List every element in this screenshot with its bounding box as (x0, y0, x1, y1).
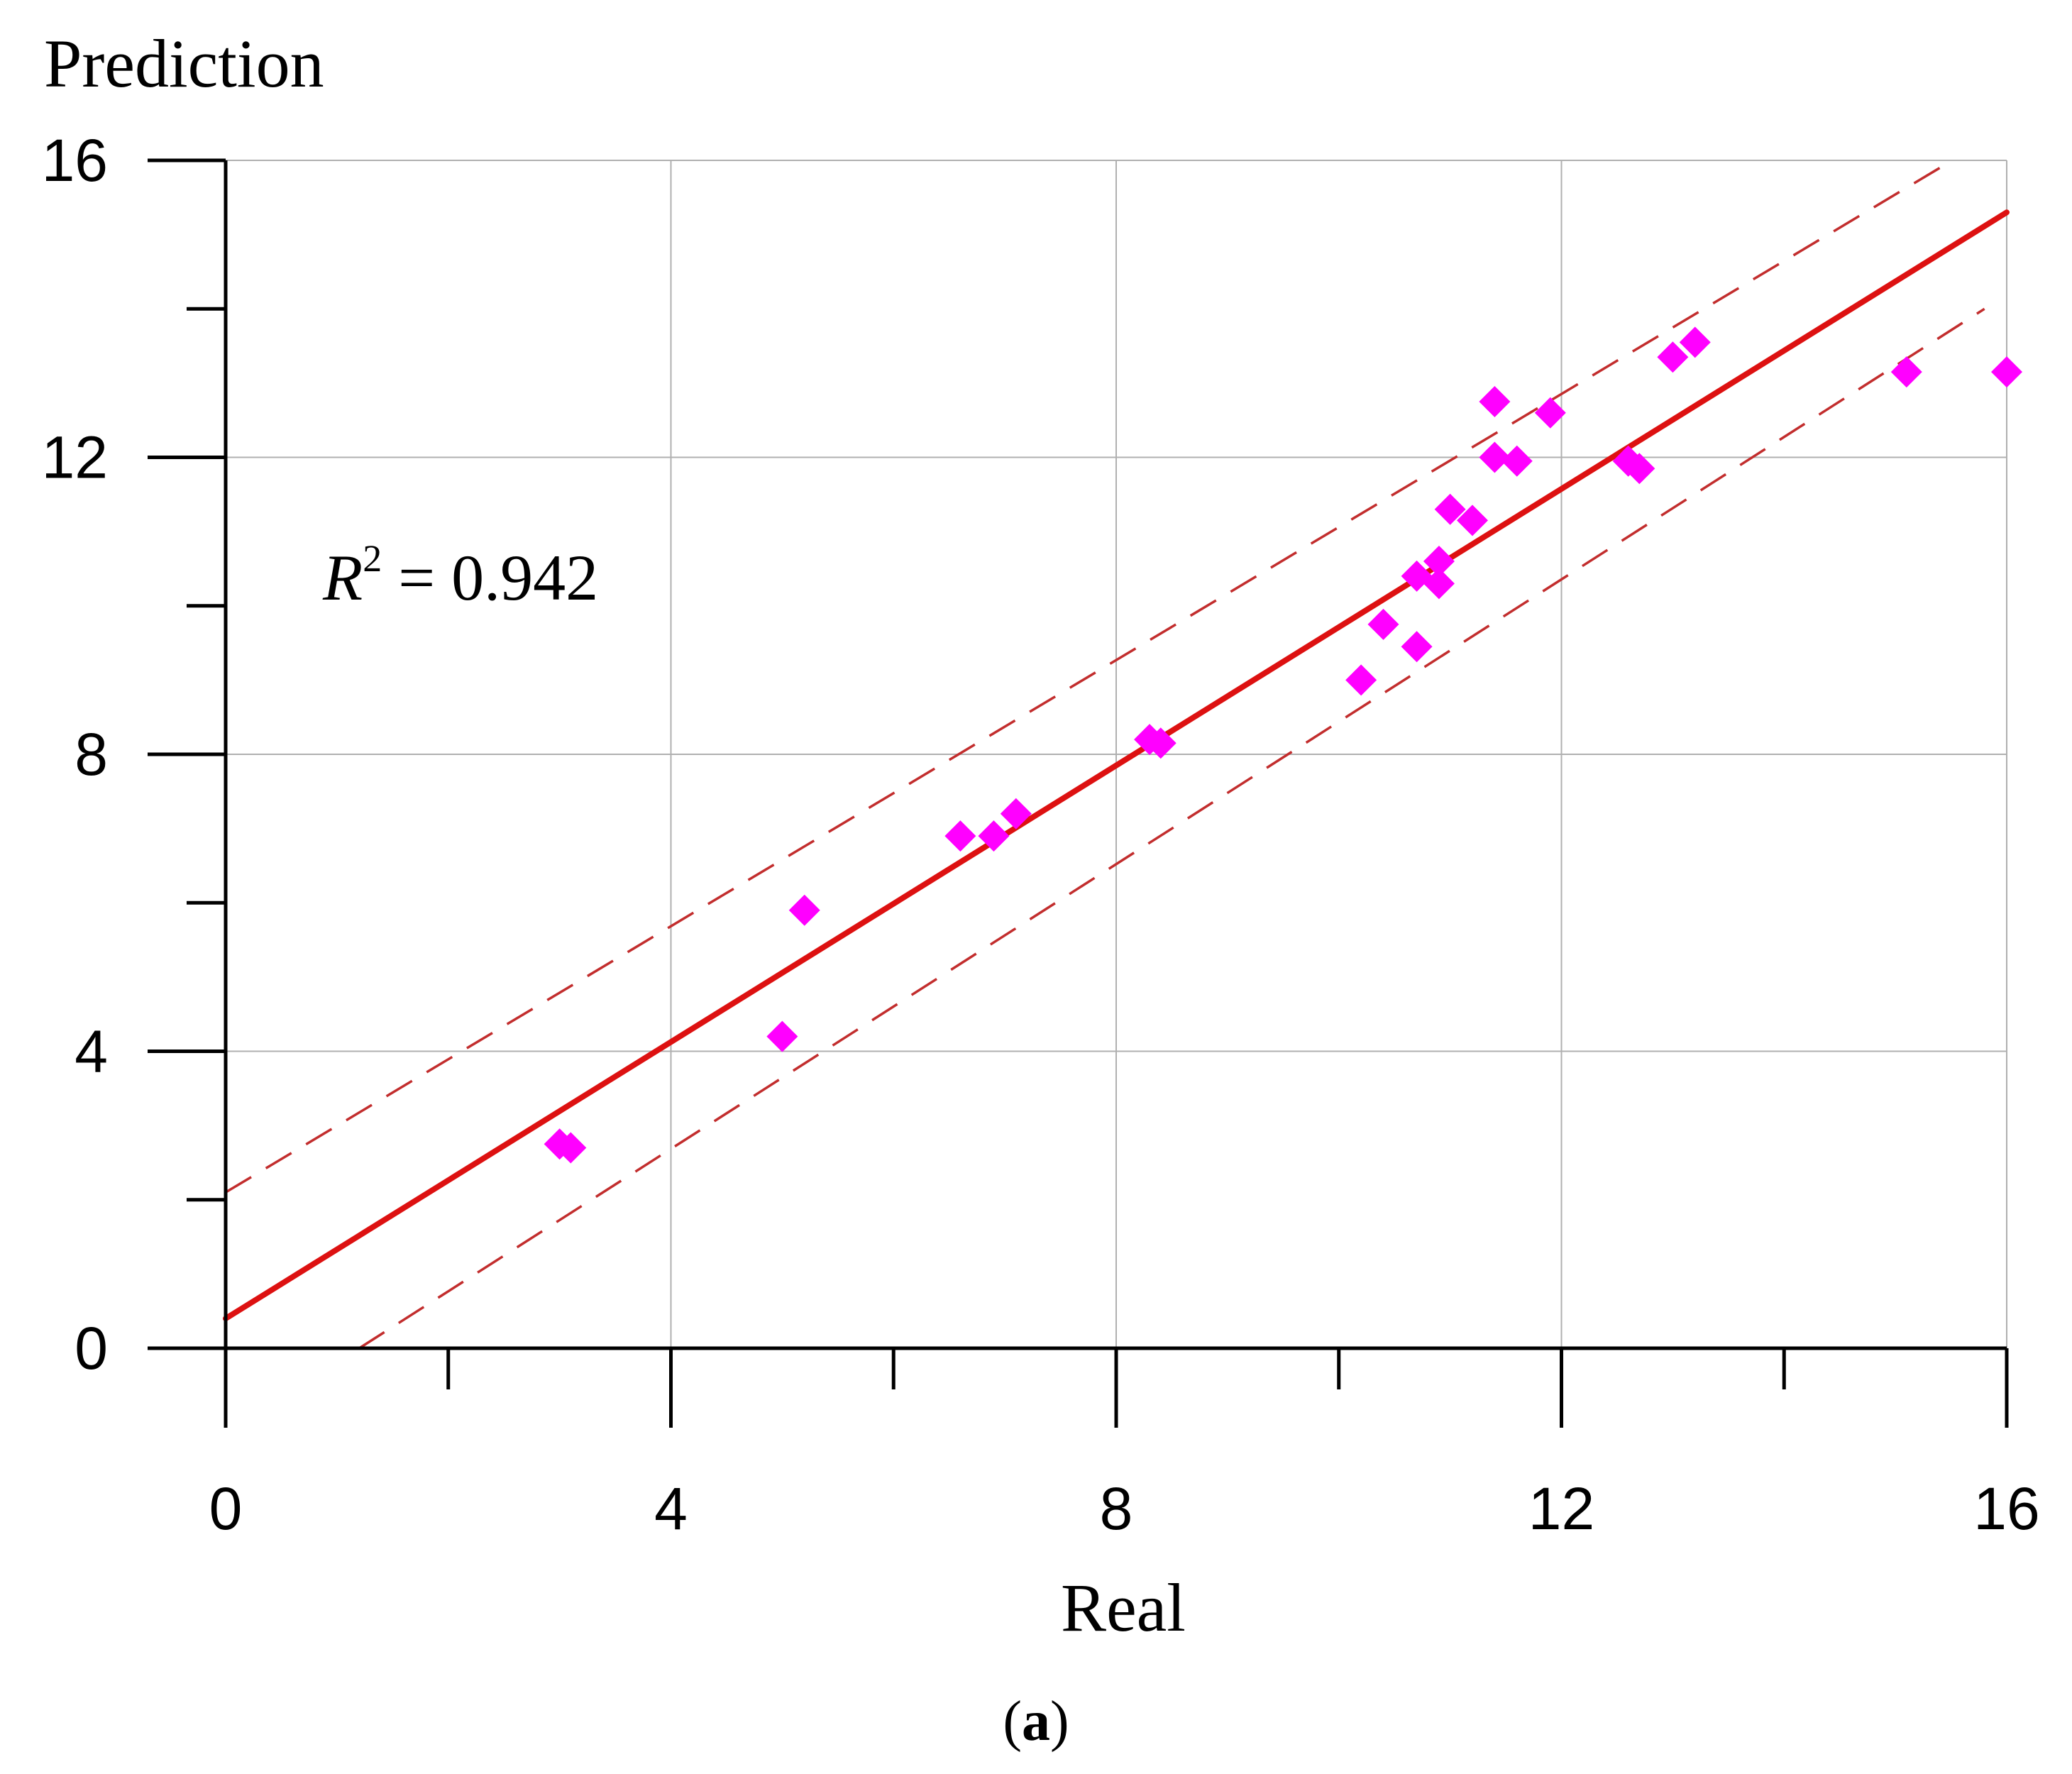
panel-label-open: ( (1003, 1690, 1022, 1753)
x-tick-label: 0 (209, 1475, 243, 1542)
data-point (978, 820, 1010, 852)
data-point (788, 894, 820, 926)
panel-label: (a) (1003, 1690, 1069, 1753)
r-symbol: R (322, 541, 363, 614)
x-tick-label: 4 (654, 1475, 688, 1542)
data-point (1423, 545, 1455, 577)
data-points (544, 326, 2022, 1164)
data-point (1501, 445, 1533, 477)
data-point (1890, 356, 1922, 388)
r-squared-annotation: R2 = 0.942 (322, 537, 598, 614)
data-point (555, 1132, 587, 1164)
fit-line-group (223, 209, 2010, 1322)
y-tick-label: 16 (42, 127, 108, 194)
r-squared-value: = 0.942 (382, 541, 598, 614)
x-axis-label: Real (1061, 1570, 1186, 1646)
data-point (1367, 608, 1399, 640)
data-point (1401, 631, 1433, 663)
data-point (1423, 568, 1455, 600)
data-point (1479, 441, 1511, 473)
data-point (1145, 727, 1176, 759)
data-point (1434, 493, 1466, 525)
data-point (1000, 798, 1032, 830)
y-tick-label: 4 (75, 1018, 108, 1085)
r-superscript: 2 (363, 537, 382, 580)
panel-label-close: ) (1050, 1690, 1069, 1753)
fit-line (223, 209, 2010, 1322)
data-point (766, 1020, 798, 1052)
data-point (1657, 341, 1689, 373)
x-tick-label: 16 (1973, 1475, 2039, 1542)
data-point (1534, 397, 1566, 429)
upper-confidence-line (225, 166, 1941, 1194)
panel-label-letter: a (1022, 1690, 1050, 1753)
y-tick-label: 0 (75, 1315, 108, 1382)
tick-labels: 0 4 8 12 16 0 4 8 12 16 (42, 127, 2040, 1542)
x-tick-label: 8 (1100, 1475, 1133, 1542)
lower-confidence-line (358, 307, 1985, 1350)
axes (148, 158, 2009, 1428)
data-point (1479, 386, 1511, 418)
x-tick-label: 12 (1528, 1475, 1594, 1542)
data-point (1679, 326, 1711, 358)
data-point (1991, 356, 2022, 388)
grid (226, 160, 2007, 1348)
y-tick-label: 12 (42, 424, 108, 491)
data-point (1457, 505, 1488, 536)
y-tick-label: 8 (75, 721, 108, 788)
data-point (944, 820, 976, 852)
y-axis-label: Prediction (44, 26, 324, 101)
data-point (1345, 664, 1377, 696)
data-point (1624, 453, 1655, 485)
confidence-bands (225, 166, 1985, 1350)
